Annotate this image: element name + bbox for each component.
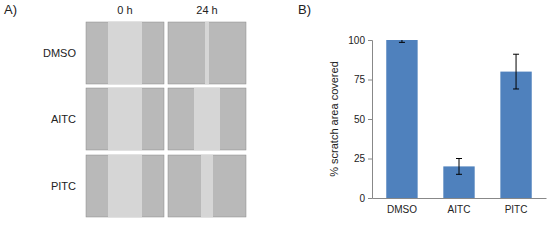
bar (386, 40, 417, 198)
error-stem (459, 159, 460, 175)
tick: DMSO (387, 198, 417, 215)
scratch-gap (194, 88, 220, 150)
tick-mark (368, 198, 372, 199)
x-axis: DMSO AITC PITC (373, 198, 547, 215)
micrograph (168, 88, 246, 150)
scratch-gap (201, 155, 213, 217)
tick: 100 (348, 35, 372, 46)
error-bar (456, 159, 462, 175)
tick: PITC (505, 198, 528, 215)
y-axis-title: % scratch area covered (328, 61, 340, 177)
error-cap (399, 42, 405, 43)
figure: A) B) 0 h 24 h DMSO AITC PITC 0 25 50 75 100 DMSO AIT… (0, 0, 550, 248)
plot-area (386, 40, 531, 198)
scratch-gap (108, 22, 142, 84)
tick-label: 100 (348, 35, 365, 46)
error-bar (513, 54, 519, 89)
micrograph (86, 155, 164, 217)
tick-mark (368, 40, 372, 41)
bar (500, 72, 531, 198)
tick-label: 25 (354, 153, 366, 164)
tick-mark (368, 80, 372, 81)
scratch-gap (205, 22, 209, 84)
error-cap (513, 88, 519, 89)
row-label: DMSO (43, 47, 76, 59)
axis-line (368, 41, 373, 199)
row-label: PITC (51, 180, 76, 192)
error-cap (513, 54, 519, 55)
error-bar (399, 40, 405, 42)
error-cap (456, 174, 462, 175)
axis-line (373, 198, 547, 199)
tick-mark (368, 159, 372, 160)
error-cap (456, 158, 462, 159)
scratch-gap (108, 155, 142, 217)
panel-label: B) (298, 2, 311, 17)
micrograph (168, 22, 246, 84)
tick-label: 0 (359, 193, 365, 204)
tick: AITC (448, 198, 471, 215)
micrograph (168, 155, 246, 217)
micrograph (86, 22, 164, 84)
tick-mark (368, 119, 372, 120)
error-stem (516, 54, 517, 89)
tick-label: 50 (354, 114, 366, 125)
panel-label: A) (4, 2, 17, 17)
tick-label: DMSO (387, 204, 417, 215)
tick: 75 (354, 74, 372, 85)
scratch-gap (108, 88, 142, 150)
row-label: AITC (51, 113, 76, 125)
tick: 25 (354, 153, 372, 164)
tick: 0 (359, 193, 372, 204)
column-header: 24 h (196, 4, 217, 16)
micrograph (86, 88, 164, 150)
column-header: 0 h (117, 4, 132, 16)
tick: 50 (354, 114, 372, 125)
tick-label: AITC (448, 204, 471, 215)
y-axis: 0 25 50 75 100 (348, 35, 372, 204)
tick-label: PITC (505, 204, 528, 215)
tick-label: 75 (354, 74, 366, 85)
